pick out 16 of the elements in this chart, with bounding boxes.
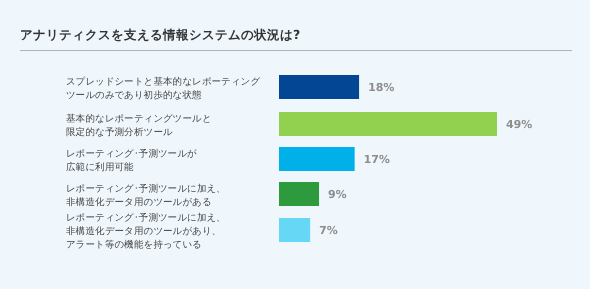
text: アナリティクスを支える情報システムの状況は? (20, 27, 300, 42)
y-tick-label: スプレッドシートと基本的なレポーティングツールのみであり初歩的な状態 (66, 75, 262, 101)
data-label: 17% (364, 153, 390, 166)
y-tick-label: 基本的なレポーティングツールと限定的な予測分析ツール (66, 112, 212, 138)
bar (279, 147, 355, 171)
data-label: 49% (506, 118, 532, 131)
bar (279, 112, 497, 136)
data-label: 18% (368, 81, 394, 94)
y-tick-label: レポーティング･予測ツールに加え、非構造化データ用のツールがある (66, 182, 226, 208)
y-tick-label: レポーティング･予測ツールに加え、非構造化データ用のツールがあり、アラート等の機能を持っている (66, 212, 226, 250)
bar (279, 218, 310, 242)
data-label: 9% (328, 188, 347, 201)
y-tick-label: レポーティング･予測ツールが広範に利用可能 (66, 147, 198, 173)
bar (279, 182, 320, 206)
data-label: 7% (319, 224, 338, 237)
bar (279, 75, 360, 99)
